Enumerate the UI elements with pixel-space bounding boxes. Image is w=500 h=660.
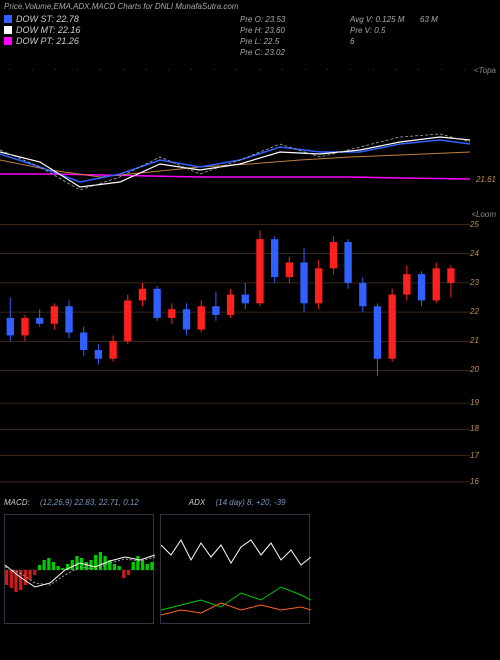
legend-label: DOW PT: 21.26: [16, 36, 79, 46]
stats-prev: Pre O: 23.53 Pre H: 23.60 Pre L: 22.5 Pr…: [240, 14, 285, 58]
macd-values: (12,26,9) 22.83, 22.71, 0.12: [40, 498, 139, 507]
macd-panel: [4, 514, 154, 624]
candle-panel: [0, 210, 470, 385]
stats-avg: Avg V: 0.125 M Pre V: 0.5 6: [350, 14, 404, 47]
stat-line: 6: [350, 36, 404, 47]
legend-label: DOW ST: 22.78: [16, 14, 79, 24]
legend-swatch: [4, 37, 12, 45]
stat-line: Pre L: 22.5: [240, 36, 285, 47]
adx-values: (14 day) 8, +20, -39: [215, 498, 285, 507]
legend-label: DOW MT: 22.16: [16, 25, 80, 35]
adx-label: ADX: [189, 498, 205, 507]
stat-line: Pre O: 23.53: [240, 14, 285, 25]
stats-extra: 63 M: [420, 14, 438, 25]
stat-line: Pre H: 23.60: [240, 25, 285, 36]
candle-y-labels: 202122232425: [470, 210, 498, 385]
legend-item: DOW PT: 21.26: [4, 36, 80, 46]
ema-panel: [0, 82, 470, 202]
grid-panel: [0, 390, 470, 495]
legend-swatch: [4, 15, 12, 23]
sub-panels: [4, 514, 310, 624]
legend-item: DOW ST: 22.78: [4, 14, 80, 24]
legend: DOW ST: 22.78 DOW MT: 22.16 DOW PT: 21.2…: [4, 14, 80, 47]
stat-line: Pre V: 0.5: [350, 25, 404, 36]
stat-line: Avg V: 0.125 M: [350, 14, 404, 25]
ema-value-label: 21.61: [476, 175, 496, 184]
indicator-row: MACD: (12,26,9) 22.83, 22.71, 0.12 ADX (…: [4, 498, 286, 507]
legend-swatch: [4, 26, 12, 34]
stat-line: 63 M: [420, 14, 438, 25]
chart-title: Price,Volume,EMA,ADX,MACD Charts for DNL…: [4, 2, 238, 11]
macd-label: MACD:: [4, 498, 30, 507]
axis-label: <Topa: [474, 66, 496, 75]
grid-y-labels: 16171819: [470, 390, 498, 495]
date-axis: ······················: [0, 66, 500, 80]
legend-item: DOW MT: 22.16: [4, 25, 80, 35]
adx-panel: [160, 514, 310, 624]
stat-line: Pre C: 23.02: [240, 47, 285, 58]
